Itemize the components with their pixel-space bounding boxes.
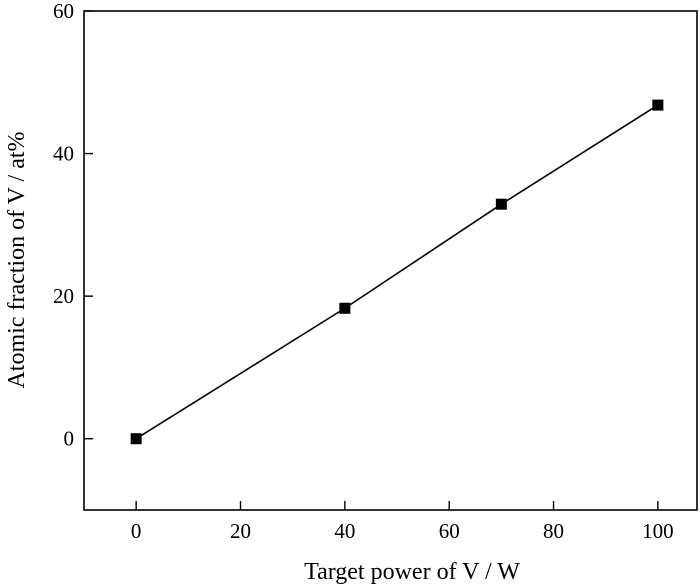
x-tick-label: 0 [131, 519, 142, 543]
data-point-marker [130, 433, 142, 445]
series-lines [135, 104, 659, 440]
ticks [84, 10, 659, 510]
y-tick-label: 60 [53, 0, 74, 23]
x-tick-label: 20 [230, 519, 251, 543]
x-tick-label: 100 [642, 519, 674, 543]
plot-frame [83, 10, 698, 511]
y-tick-label: 40 [53, 142, 74, 166]
y-tick-label: 0 [64, 427, 75, 451]
data-point-marker [339, 302, 351, 314]
x-tick-label: 80 [543, 519, 564, 543]
y-tick-label: 20 [53, 284, 74, 308]
y-axis-label: Atomic fraction of V / at% [4, 131, 30, 388]
x-tick-label: 60 [439, 519, 460, 543]
data-point-marker [652, 99, 664, 111]
x-tick-label: 40 [334, 519, 355, 543]
data-point-marker [495, 198, 507, 210]
series-markers [130, 99, 664, 445]
series-line [135, 104, 659, 440]
x-axis-label: Target power of V / W [304, 559, 520, 585]
tick-labels: 0 20 40 60 80 100 0 20 40 60 [53, 0, 674, 543]
